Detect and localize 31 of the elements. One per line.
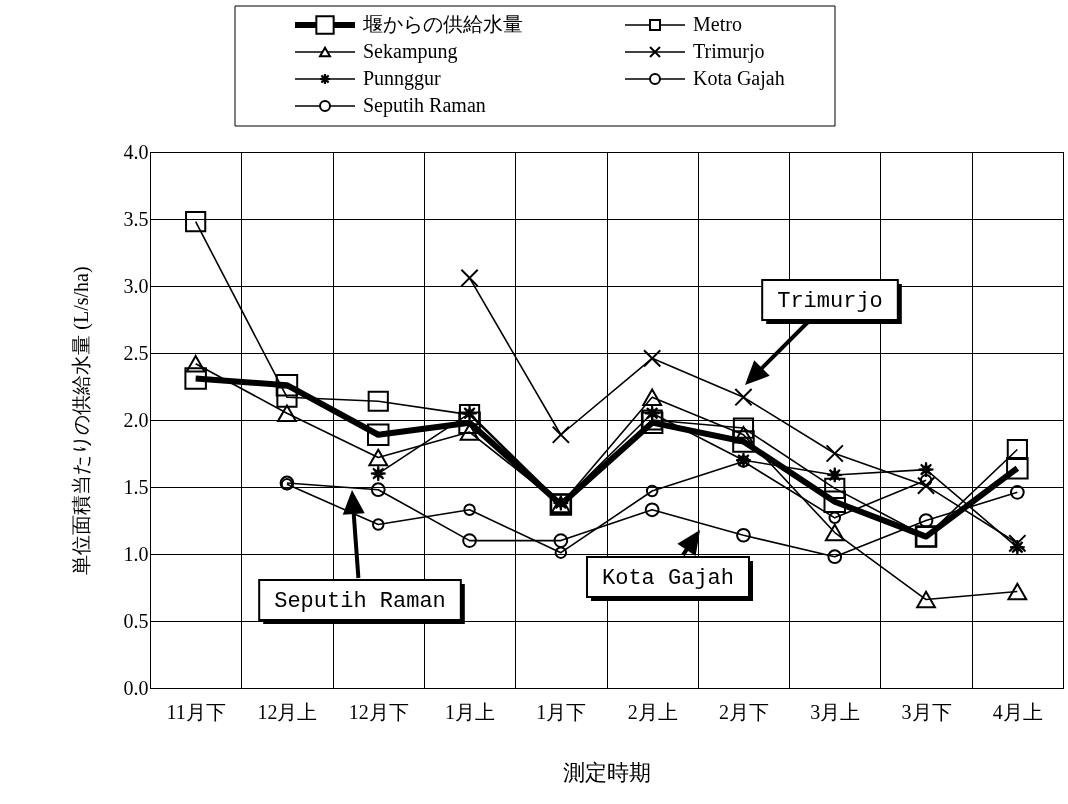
annotation: Kota Gajah: [601, 566, 735, 591]
x-tick-label: 12月下: [348, 700, 409, 723]
y-tick-label: 1.5: [123, 475, 149, 498]
y-tick-label: 2.5: [123, 341, 149, 364]
x-tick-label: 3月上: [810, 700, 861, 723]
x-tick-label: 2月下: [718, 700, 769, 723]
y-tick-label: 2.0: [123, 408, 149, 431]
y-axis-title: 単位面積当たりの供給水量 (L/s/ha): [69, 266, 93, 575]
x-axis-title: 測定時期: [563, 759, 651, 785]
x-tick-label: 1月上: [445, 700, 496, 723]
y-tick-label: 4.0: [123, 140, 149, 163]
x-tick-label: 3月下: [901, 700, 952, 723]
y-tick-label: 0.5: [123, 609, 149, 632]
legend-label: Punnggur: [363, 67, 442, 90]
legend-label: Sekampung: [363, 40, 458, 63]
legend-label: 堰からの供給水量: [362, 13, 523, 35]
legend-label: Metro: [693, 13, 742, 35]
legend-label: Seputih Raman: [363, 94, 486, 117]
legend-label: Trimurjo: [693, 40, 765, 63]
y-tick-label: 1.0: [123, 542, 149, 565]
annotation: Seputih Raman: [274, 589, 446, 614]
x-tick-label: 4月上: [992, 700, 1043, 723]
x-tick-label: 11月下: [166, 700, 226, 723]
y-tick-label: 3.0: [123, 274, 149, 297]
x-tick-label: 1月下: [536, 700, 587, 723]
y-tick-label: 3.5: [123, 207, 149, 230]
x-tick-label: 12月上: [257, 700, 318, 723]
x-tick-label: 2月上: [627, 700, 678, 723]
y-tick-label: 0.0: [123, 676, 149, 699]
legend-label: Kota Gajah: [693, 67, 785, 90]
annotation: Trimurjo: [777, 289, 883, 314]
